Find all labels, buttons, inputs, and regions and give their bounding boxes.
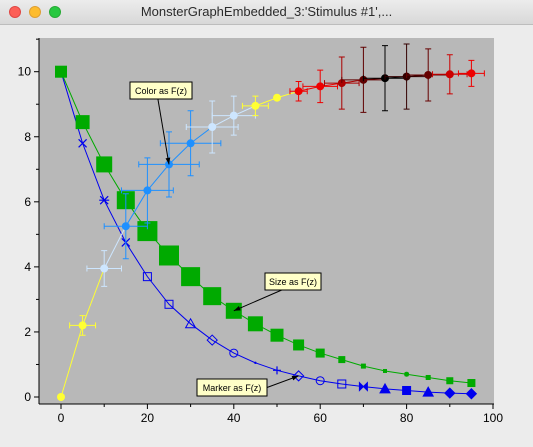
series-marker-point [99, 195, 110, 205]
series-color-point [294, 87, 303, 96]
x-tick-label: 40 [227, 411, 241, 425]
series-marker-point [206, 334, 218, 346]
series-color-point [445, 70, 454, 79]
series-marker-point [337, 379, 347, 389]
series-marker-point [422, 386, 435, 397]
close-window-button[interactable] [9, 6, 21, 18]
series-color-line [60, 325, 84, 398]
series-size-point [96, 156, 113, 173]
series-size-point [159, 245, 179, 266]
annotation-arrow [157, 98, 170, 165]
series-marker-point [142, 272, 152, 282]
graph-area[interactable]: 0 20 40 60 80 100 0 2 4 6 8 10 Color as F(z) Size as … [0, 25, 533, 447]
series-marker-point [164, 299, 174, 309]
series-marker-point [402, 385, 412, 395]
minimize-window-button[interactable] [29, 6, 41, 18]
series-size-point [404, 371, 410, 377]
series-size-point [360, 363, 366, 369]
series-size-point [425, 374, 431, 380]
series-color-line [125, 190, 148, 227]
annotation-box [264, 272, 322, 291]
plot-background [39, 38, 494, 404]
series-size-point [446, 377, 454, 385]
series-size-point [293, 339, 305, 351]
series-marker-point [184, 317, 197, 329]
series-size-point [383, 368, 387, 373]
series-color-point [78, 321, 87, 330]
y-tick-label: 8 [24, 130, 31, 144]
series-size-point [181, 267, 201, 287]
x-tick-label: 0 [58, 411, 65, 425]
series-marker-point [254, 361, 257, 365]
series-marker-point [444, 387, 456, 399]
annotation-arrowhead [233, 305, 241, 311]
series-color-point [316, 82, 325, 91]
y-tick-label: 0 [24, 390, 31, 404]
annotation-3: Marker as F(z) [196, 375, 299, 397]
annotation-1: Color as F(z) [129, 81, 193, 165]
zoom-window-button[interactable] [49, 6, 61, 18]
series-color-line [103, 225, 127, 269]
annotation-label: Marker as F(z) [203, 383, 262, 393]
series-size-point [247, 316, 263, 332]
y-tick-label: 2 [24, 325, 31, 339]
series-color-point [57, 393, 65, 401]
series-color-line [168, 142, 191, 165]
x-tick-label: 100 [483, 411, 503, 425]
title-bar[interactable]: MonsterGraphEmbedded_3:'Stimulus #1',... [0, 0, 533, 25]
series-color-point [424, 70, 433, 79]
series-marker-point [465, 388, 478, 400]
annotation-box [196, 378, 268, 397]
series-color-point [273, 93, 281, 102]
annotation-label: Color as F(z) [135, 86, 187, 96]
series-color-point [251, 101, 260, 110]
annotation-2: Size as F(z) [233, 272, 322, 312]
series-size-point [203, 287, 222, 306]
annotation-label: Size as F(z) [269, 277, 317, 287]
series-color-point [337, 79, 346, 88]
series-marker-point [78, 138, 88, 148]
y-tick-label: 6 [24, 195, 31, 209]
series-size-point [315, 348, 325, 358]
series-marker-point [379, 382, 391, 394]
window-title: MonsterGraphEmbedded_3:'Stimulus #1',... [140, 4, 393, 19]
series-color-line [211, 115, 235, 128]
y-tick-label: 4 [24, 260, 31, 274]
series-marker-point [315, 376, 325, 386]
series-size-point [55, 65, 67, 78]
series-color-point [229, 111, 238, 120]
series-marker-point [229, 348, 239, 358]
series-marker-point [273, 366, 281, 375]
annotation-arrow [233, 289, 282, 312]
annotation-box [129, 81, 193, 100]
series-size-point [467, 379, 476, 388]
series-color-point [467, 69, 476, 78]
series-color-line [190, 126, 213, 144]
annotation-arrowhead [165, 157, 171, 165]
y-tick-label: 10 [18, 65, 32, 79]
series-marker-point [292, 370, 305, 382]
series-color-point [121, 222, 130, 231]
series-color-point [143, 186, 152, 195]
series-size-point [75, 115, 90, 130]
series-color-point [100, 264, 109, 273]
x-tick-label: 80 [400, 411, 414, 425]
chart-svg[interactable]: 0 20 40 60 80 100 0 2 4 6 8 10 Color as F(z) Size as … [0, 25, 533, 447]
series-size-point [338, 356, 346, 364]
series-size-point [270, 328, 284, 342]
series-color-line [147, 164, 170, 191]
x-tick-label: 60 [314, 411, 328, 425]
series-color-point [186, 139, 195, 148]
series-color-line [82, 268, 105, 326]
x-tick-label: 20 [141, 411, 155, 425]
series-color-point [208, 123, 217, 132]
series-marker-point [358, 381, 368, 392]
annotation-arrowhead [291, 375, 299, 381]
